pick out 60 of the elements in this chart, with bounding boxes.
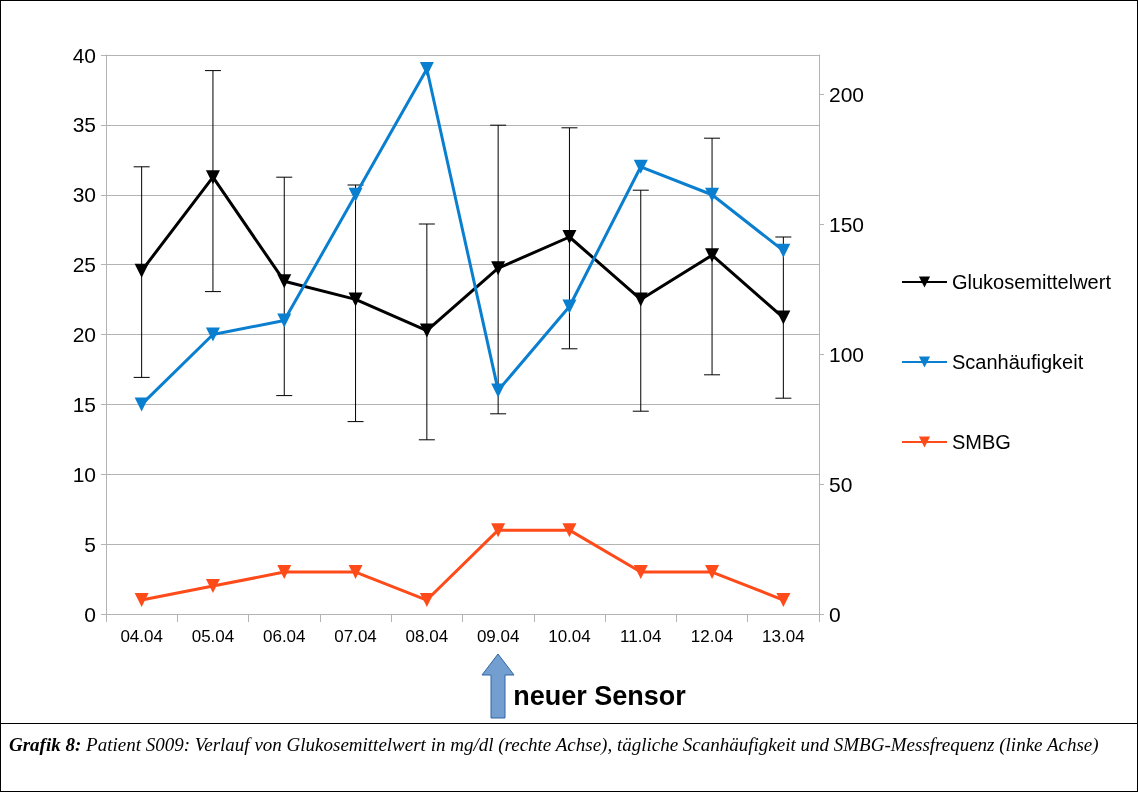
y-tick-label: 30	[72, 183, 96, 207]
point	[134, 397, 149, 412]
legend-label: Scanhäufigkeit	[952, 351, 1084, 373]
x-tick-label: 09.04	[476, 627, 520, 646]
text: Grafik 8:	[9, 734, 83, 755]
point	[205, 170, 220, 185]
legend-label: Glukosemittelwert	[952, 271, 1112, 293]
text: Patient S009: Verlauf von Glukosemittelwert in mg/dl (rechte Achse), tägliche Scanhäufigkeit und SMBG-Messfrequenz (linke Achse)	[86, 734, 1099, 755]
point	[134, 593, 149, 608]
legend-label: SMBG	[952, 431, 1011, 453]
point	[134, 263, 149, 278]
y-tick-label: 20	[72, 323, 96, 346]
y-tick-label: 0	[84, 602, 96, 626]
x-tick-label: 13.04	[762, 627, 805, 646]
point	[633, 292, 648, 307]
text: neuer Sensor	[513, 681, 686, 712]
point	[419, 593, 434, 608]
x-tick-label: 12.04	[690, 627, 734, 646]
point	[705, 187, 720, 202]
point	[348, 187, 363, 202]
point	[776, 243, 791, 258]
y-tick-label: 25	[72, 253, 96, 277]
point	[633, 565, 648, 580]
x-tick-label: 04.04	[120, 627, 163, 646]
y2-tick-label: 100	[829, 342, 865, 366]
point	[205, 579, 220, 594]
point	[205, 327, 220, 342]
point	[491, 261, 506, 276]
x-tick-label: 07.04	[334, 627, 377, 646]
point	[562, 230, 577, 244]
point	[348, 565, 363, 580]
point	[277, 313, 292, 328]
point	[562, 523, 577, 538]
x-tick-label: 10.04	[548, 627, 591, 646]
x-tick-label: 06.04	[262, 627, 306, 646]
y-tick-label: 35	[72, 113, 96, 137]
point	[419, 61, 434, 76]
point	[419, 323, 434, 338]
point	[776, 593, 791, 608]
y2-tick-label: 50	[829, 472, 853, 496]
x-tick-label: 05.04	[191, 627, 235, 646]
y-tick-label: 5	[84, 532, 96, 556]
point	[348, 292, 363, 307]
y2-tick-label: 200	[829, 82, 865, 106]
point	[705, 565, 720, 580]
point	[562, 299, 577, 314]
x-tick-label: 08.04	[405, 627, 449, 646]
y-tick-label: 15	[72, 392, 96, 416]
y2-tick-label: 150	[829, 212, 865, 236]
point	[277, 274, 292, 289]
point	[277, 565, 292, 580]
point	[491, 383, 506, 398]
x-tick-label: 11.04	[620, 627, 662, 646]
point	[491, 523, 506, 538]
point	[776, 310, 791, 325]
point	[705, 248, 720, 263]
y-tick-label: 40	[72, 43, 96, 67]
point	[633, 159, 648, 174]
y-tick-label: 10	[72, 462, 96, 486]
y2-tick-label: 0	[829, 602, 841, 626]
